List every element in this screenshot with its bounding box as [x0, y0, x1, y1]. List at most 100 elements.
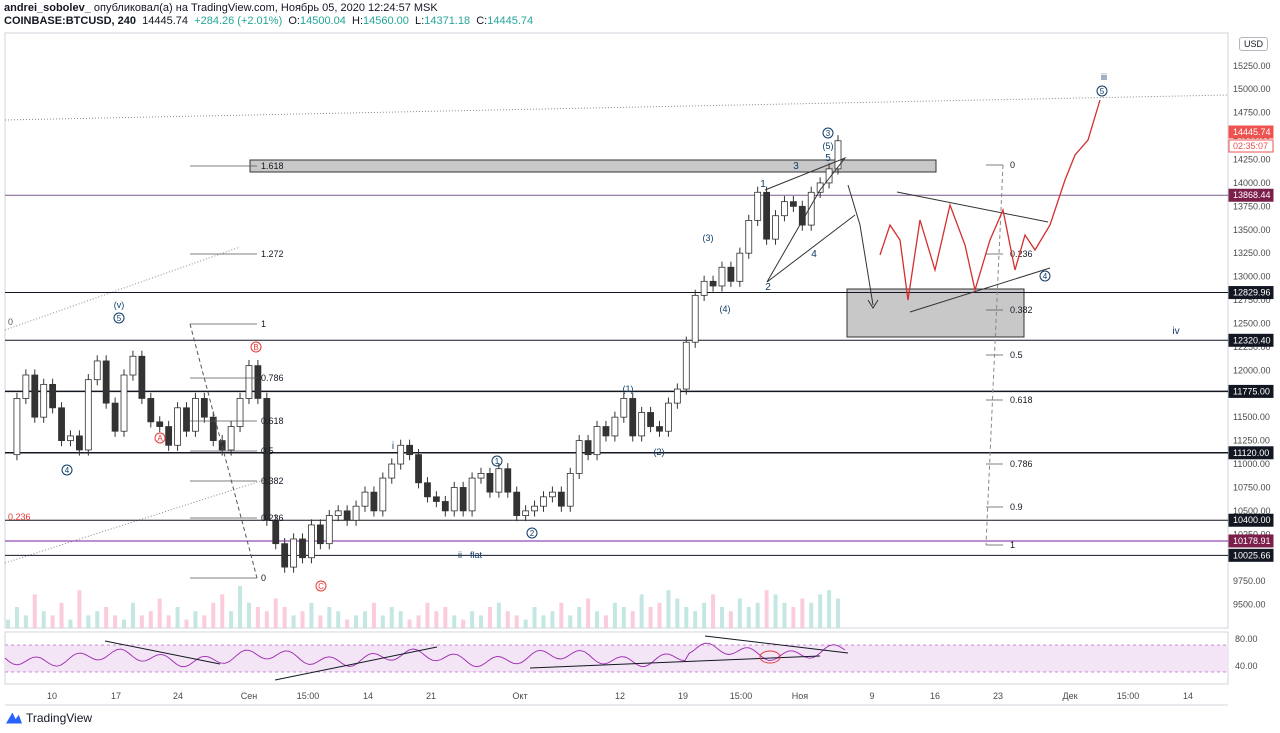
candle-body	[299, 538, 306, 559]
wave-circle-icon	[250, 341, 262, 353]
candle-body	[798, 205, 806, 226]
volume-bar	[345, 619, 350, 628]
volume-bar	[452, 615, 457, 628]
volume-bar	[470, 611, 475, 628]
price-axis-tick: 14750.00	[1233, 108, 1271, 118]
mid-channel-line	[4, 246, 241, 331]
candle-body	[272, 519, 280, 545]
candle-body	[58, 407, 65, 441]
price-badge	[1228, 446, 1274, 460]
candle-body	[709, 280, 717, 287]
author-name[interactable]: andrei_sobolev_	[4, 2, 91, 14]
price-axis-tick: 15000.00	[1233, 84, 1271, 94]
volume-bar	[14, 607, 19, 628]
publish-info: опубликовал(а) на TradingView.com, Ноябр…	[93, 2, 438, 14]
rsi-trend-line	[704, 635, 849, 654]
time-axis-tick: Сен	[241, 691, 258, 701]
rsi-divergence-circle	[759, 650, 781, 664]
tradingview-logo-icon	[6, 712, 22, 724]
volume-bar	[398, 611, 403, 628]
volume-bar	[702, 602, 707, 628]
time-axis-tick: 19	[678, 691, 688, 701]
volume-bar	[532, 607, 537, 628]
volume-bar	[416, 615, 421, 628]
fib-level-label: 0.236	[8, 512, 31, 522]
candle-body	[174, 407, 181, 446]
volume-bar	[6, 619, 10, 628]
price-axis-tick: 13500.00	[1233, 225, 1271, 235]
volume-bar	[362, 611, 367, 628]
fib-level-label: 1.272	[261, 249, 284, 259]
candle-body	[450, 487, 458, 512]
candle-body	[236, 398, 244, 427]
volume-bar	[220, 594, 225, 628]
candle-body	[629, 398, 637, 437]
volume-bar	[246, 602, 251, 628]
projection-arrowhead	[867, 299, 879, 309]
upper-channel-line	[4, 94, 1229, 121]
volume-bar	[157, 598, 162, 628]
volume-bar	[264, 611, 269, 628]
candle-body	[183, 407, 190, 432]
volume-bar	[773, 594, 778, 628]
wave-label: 4	[65, 466, 70, 475]
wave-label: 5	[117, 314, 122, 323]
volume-bar	[148, 611, 153, 628]
volume-bar	[559, 602, 564, 628]
price-badge	[1228, 286, 1274, 300]
currency-badge[interactable]: USD	[1239, 37, 1269, 51]
candle-body	[308, 524, 315, 559]
price-axis-tick: 13000.00	[1233, 272, 1271, 282]
volume-bar	[836, 598, 840, 628]
volume-bar	[684, 607, 689, 628]
candle-body	[638, 412, 646, 437]
rsi-trend-line	[529, 655, 821, 669]
fib-trend-line	[985, 164, 1004, 546]
candle-body	[807, 191, 815, 226]
candle-body	[263, 398, 271, 521]
volume-bar	[104, 607, 109, 628]
candle-body	[93, 360, 101, 381]
price-axis-tick: 12250.00	[1233, 342, 1271, 352]
candle-body	[200, 398, 208, 418]
candle-body	[459, 487, 467, 512]
volume-bar	[291, 615, 296, 628]
volume-bar	[505, 611, 510, 628]
candle-body	[111, 402, 119, 432]
volume-bar	[238, 586, 243, 628]
price-badge-label: 13868.44	[1233, 190, 1271, 200]
price-badge	[1228, 188, 1274, 202]
price-badge-label: 12320.40	[1233, 335, 1271, 345]
volume-bar	[755, 602, 760, 628]
volume-bar	[371, 602, 376, 628]
candle-body	[334, 510, 342, 516]
volume-bar	[389, 607, 394, 628]
candle-body	[816, 182, 824, 193]
price-axis-tick: 10500.00	[1233, 506, 1271, 516]
price-axis-tick: 11000.00	[1233, 459, 1270, 469]
lower-channel-line	[4, 477, 271, 564]
price-axis-tick: 10250.00	[1233, 529, 1271, 539]
price-axis-tick: 12500.00	[1233, 318, 1271, 328]
price-axis-tick: 13250.00	[1233, 248, 1271, 258]
volume-bar	[711, 594, 716, 628]
low-label: L:	[415, 15, 425, 27]
low-value: 14371.18	[424, 15, 471, 27]
price-axis-tick: 12000.00	[1233, 365, 1271, 375]
volume-bar	[336, 611, 341, 628]
wave-label: (4)	[720, 304, 731, 314]
high-value: 14560.00	[363, 15, 409, 27]
candle-body	[531, 505, 538, 512]
price-pane-border	[4, 32, 1229, 629]
tradingview-logo[interactable]: TradingView	[6, 711, 92, 725]
price-axis-tick: 10750.00	[1233, 482, 1271, 492]
symbol-label[interactable]: COINBASE:BTCUSD, 240	[4, 15, 137, 27]
price-badge	[1228, 548, 1274, 562]
time-axis-tick: 23	[993, 691, 1003, 701]
wave-label: B	[253, 343, 258, 352]
volume-bar	[621, 607, 626, 628]
volume-bar	[612, 602, 617, 628]
candle-body	[682, 341, 690, 390]
volume-bar	[818, 594, 823, 628]
